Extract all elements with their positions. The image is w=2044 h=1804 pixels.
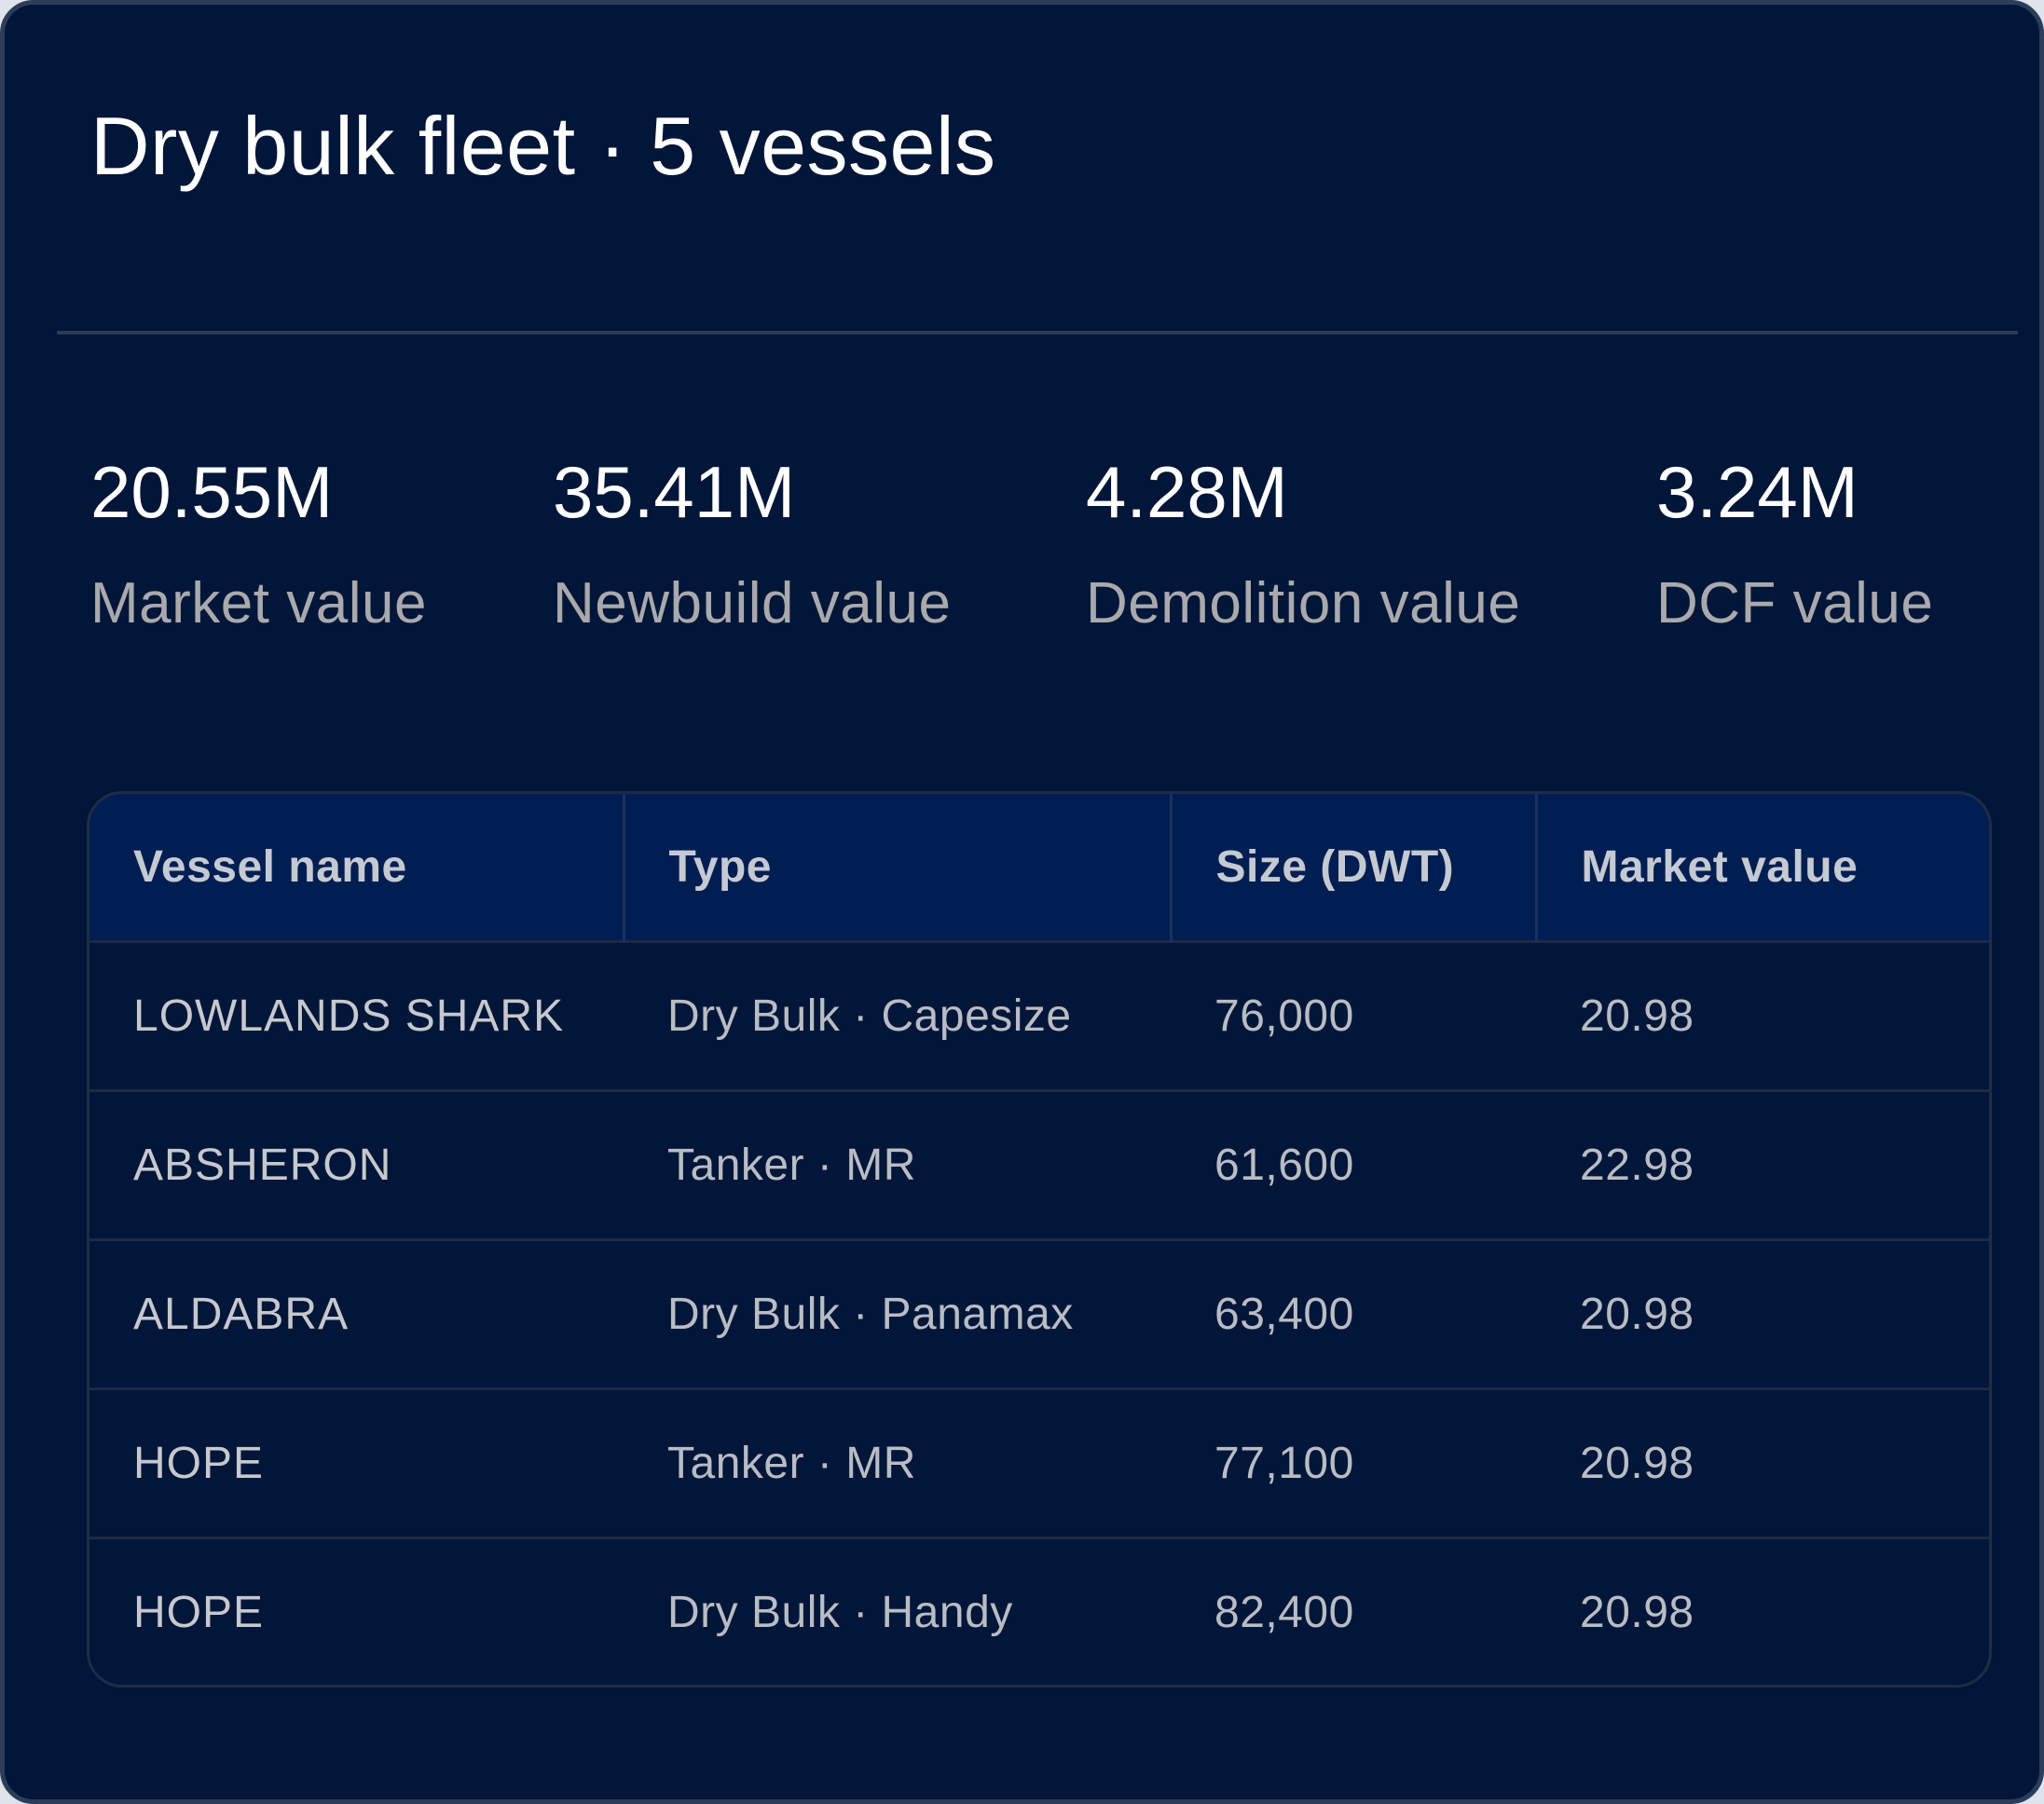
stat-demolition-value: 4.28M Demolition value bbox=[1086, 456, 1520, 633]
column-header-type[interactable]: Type bbox=[624, 794, 1173, 941]
table-row[interactable]: HOPE Dry Bulk · Handy 82,400 20.98 bbox=[89, 1538, 1989, 1685]
table-header-row: Vessel name Type Size (DWT) Market value bbox=[89, 794, 1989, 941]
cell-size: 63,400 bbox=[1214, 1289, 1354, 1339]
stat-label: Market value bbox=[90, 571, 427, 636]
stat-label: DCF value bbox=[1656, 571, 1934, 636]
stat-value: 3.24M bbox=[1656, 451, 1859, 533]
page-title: Dry bulk fleet · 5 vessels bbox=[90, 100, 996, 192]
stat-dcf-value: 3.24M DCF value bbox=[1656, 456, 1933, 633]
cell-market-value: 20.98 bbox=[1580, 1588, 1694, 1638]
cell-type: Tanker · MR bbox=[667, 1438, 916, 1488]
cell-vessel-name: ABSHERON bbox=[133, 1140, 392, 1190]
stat-market-value: 20.55M Market value bbox=[90, 456, 427, 633]
column-header-size[interactable]: Size (DWT) bbox=[1171, 794, 1538, 941]
cell-size: 77,100 bbox=[1214, 1438, 1354, 1488]
cell-market-value: 20.98 bbox=[1580, 1438, 1694, 1488]
table-row[interactable]: HOPE Tanker · MR 77,100 20.98 bbox=[89, 1388, 1989, 1538]
stat-value: 35.41M bbox=[553, 451, 796, 533]
cell-vessel-name: ALDABRA bbox=[133, 1289, 350, 1339]
cell-vessel-name: LOWLANDS SHARK bbox=[133, 991, 565, 1041]
column-header-market-value[interactable]: Market value bbox=[1581, 841, 1859, 892]
cell-type: Dry Bulk · Capesize bbox=[667, 991, 1072, 1041]
cell-vessel-name: HOPE bbox=[133, 1588, 265, 1638]
table-row[interactable]: ALDABRA Dry Bulk · Panamax 63,400 20.98 bbox=[89, 1239, 1989, 1388]
cell-vessel-name: HOPE bbox=[133, 1438, 265, 1488]
stat-value: 4.28M bbox=[1086, 451, 1288, 533]
stat-label: Demolition value bbox=[1086, 571, 1521, 636]
cell-size: 82,400 bbox=[1214, 1588, 1354, 1638]
cell-market-value: 20.98 bbox=[1580, 991, 1694, 1041]
cell-size: 76,000 bbox=[1214, 991, 1354, 1041]
table-row[interactable]: LOWLANDS SHARK Dry Bulk · Capesize 76,00… bbox=[89, 941, 1989, 1090]
cell-type: Dry Bulk · Handy bbox=[667, 1588, 1013, 1638]
cell-type: Tanker · MR bbox=[667, 1140, 916, 1190]
stat-newbuild-value: 35.41M Newbuild value bbox=[553, 456, 951, 633]
stat-label: Newbuild value bbox=[553, 571, 952, 636]
cell-market-value: 22.98 bbox=[1580, 1140, 1694, 1190]
table-row[interactable]: ABSHERON Tanker · MR 61,600 22.98 bbox=[89, 1090, 1989, 1239]
column-header-vessel-name[interactable]: Vessel name bbox=[89, 794, 625, 941]
header-divider bbox=[57, 331, 2018, 335]
cell-type: Dry Bulk · Panamax bbox=[667, 1289, 1074, 1339]
cell-market-value: 20.98 bbox=[1580, 1289, 1694, 1339]
stat-value: 20.55M bbox=[90, 451, 334, 533]
vessel-table: Vessel name Type Size (DWT) Market value… bbox=[87, 791, 1992, 1688]
cell-size: 61,600 bbox=[1214, 1140, 1354, 1190]
